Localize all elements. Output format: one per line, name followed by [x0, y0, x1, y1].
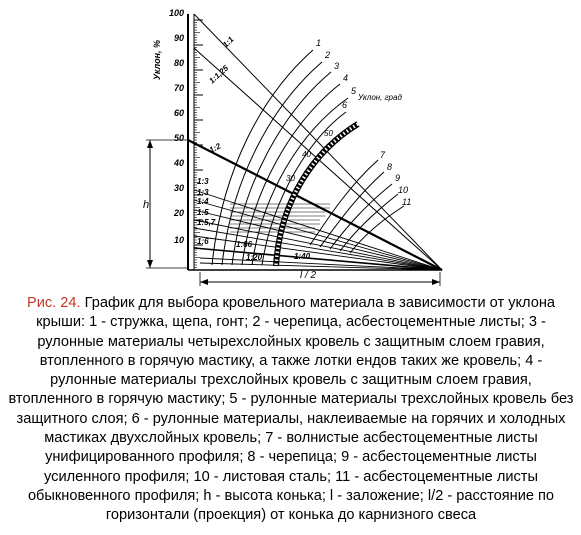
hatched-region — [230, 203, 330, 233]
ratio-label: 1:5 — [197, 208, 209, 217]
arc-degree: 30 — [286, 174, 295, 183]
curve-number: 5 — [351, 86, 357, 96]
y-tick-label: 10 — [174, 235, 184, 245]
ratio-label: 1:1,25 — [207, 63, 230, 85]
curve-number: 7 — [380, 150, 386, 160]
ratio-label: 1:5,7 — [197, 218, 216, 227]
ratio-label: 1:20 — [246, 253, 263, 262]
curve-number: 11 — [402, 197, 411, 207]
y-tick-label: 60 — [174, 108, 184, 118]
ratio-label: 1:40 — [294, 252, 311, 261]
curve-number: 1 — [316, 38, 321, 48]
curve-number: 10 — [398, 185, 408, 195]
curve-number: 4 — [343, 73, 348, 83]
slope-scale-axis — [187, 14, 203, 271]
curve-number: 2 — [324, 50, 330, 60]
degree-labels: Уклон, град 50 40 30 — [286, 93, 402, 183]
ratio-label: 1:2 — [208, 141, 223, 155]
ratio-label: 1:1 — [221, 34, 236, 49]
arc-degree: 40 — [302, 150, 311, 159]
y-tick-label: 20 — [173, 208, 184, 218]
base-label: l / 2 — [300, 270, 317, 281]
height-dimension: h — [143, 139, 188, 269]
height-label: h — [143, 199, 149, 211]
ratio-label: 1:3 — [197, 188, 209, 197]
roof-slope-diagram: 100 90 80 70 60 50 40 30 20 10 Уклон, % … — [143, 8, 443, 286]
arc-title: Уклон, град — [357, 93, 402, 102]
curve-number-labels: 1 2 3 4 5 6 7 8 9 10 11 — [316, 38, 411, 207]
y-tick-labels: 100 90 80 70 60 50 40 30 20 10 — [169, 8, 184, 245]
y-tick-label: 80 — [174, 58, 184, 68]
arc-degree: 50 — [324, 129, 333, 138]
caption-text: График для выбора кровельного материала … — [8, 295, 574, 524]
curve-number: 9 — [395, 173, 400, 183]
y-tick-label: 100 — [169, 8, 184, 18]
y-tick-label: 50 — [174, 133, 184, 143]
ratio-label: 1:6 — [197, 237, 209, 246]
curve-number: 6 — [342, 100, 347, 110]
figure-label: Рис. 24. — [26, 295, 81, 311]
material-curves-upper — [211, 49, 349, 266]
y-tick-label: 70 — [174, 83, 184, 93]
ratio-label: 1:4 — [197, 197, 209, 206]
slope-lines — [187, 13, 443, 271]
curve-number: 3 — [334, 61, 339, 71]
y-tick-label: 30 — [174, 183, 184, 193]
y-tick-label: 90 — [174, 33, 184, 43]
figure-caption: Рис. 24. График для выбора кровельного м… — [8, 294, 574, 526]
base-dimension: l / 2 — [188, 269, 442, 286]
curve-number: 8 — [387, 162, 392, 172]
ratio-label: 1:66 — [236, 240, 253, 249]
y-tick-label: 40 — [173, 158, 184, 168]
degree-arc — [273, 121, 360, 267]
y-axis-title: Уклон, % — [152, 40, 162, 80]
material-curves-lower — [309, 159, 405, 254]
ratio-label: 1:3 — [197, 177, 209, 186]
